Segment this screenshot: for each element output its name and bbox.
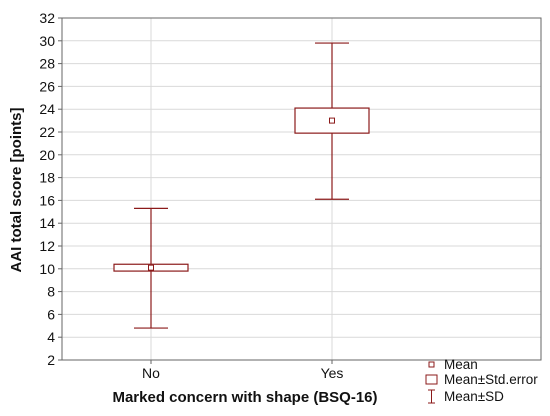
y-tick-label: 14 bbox=[39, 215, 55, 231]
x-axis: No Yes bbox=[142, 360, 343, 381]
legend-mean-marker bbox=[428, 361, 435, 368]
legend-se-box-marker bbox=[425, 374, 438, 385]
y-tick-label: 8 bbox=[47, 284, 55, 300]
gridlines bbox=[62, 18, 541, 360]
legend-sd-label: Mean±SD bbox=[444, 389, 504, 404]
x-axis-title: Marked concern with shape (BSQ-16) bbox=[112, 389, 377, 406]
x-tick-label: No bbox=[142, 365, 160, 381]
y-tick-label: 32 bbox=[39, 10, 55, 26]
y-tick-label: 28 bbox=[39, 56, 55, 72]
y-tick-label: 30 bbox=[39, 33, 55, 49]
y-tick-label: 10 bbox=[39, 261, 55, 277]
plot-area-frame bbox=[61, 17, 542, 361]
x-tick-label: Yes bbox=[321, 365, 344, 381]
y-tick-label: 12 bbox=[39, 238, 55, 254]
mean-marker bbox=[148, 264, 154, 271]
y-tick-label: 26 bbox=[39, 78, 55, 94]
y-tick-label: 22 bbox=[39, 124, 55, 140]
y-tick-label: 20 bbox=[39, 147, 55, 163]
legend: Mean Mean±Std.error Mean±SD bbox=[425, 357, 538, 404]
y-tick-label: 6 bbox=[47, 306, 55, 322]
chart-marks bbox=[113, 42, 370, 329]
mean-marker bbox=[329, 117, 335, 124]
legend-se-label: Mean±Std.error bbox=[444, 372, 538, 387]
y-axis-title: AAI total score [points] bbox=[8, 107, 25, 272]
legend-mean-label: Mean bbox=[444, 357, 478, 372]
category-group-yes bbox=[294, 42, 370, 200]
category-group-no bbox=[113, 207, 189, 329]
y-tick-label: 16 bbox=[39, 192, 55, 208]
y-tick-label: 24 bbox=[39, 101, 55, 117]
y-tick-label: 18 bbox=[39, 170, 55, 186]
y-tick-label: 2 bbox=[47, 352, 55, 368]
y-tick-label: 4 bbox=[47, 329, 55, 345]
